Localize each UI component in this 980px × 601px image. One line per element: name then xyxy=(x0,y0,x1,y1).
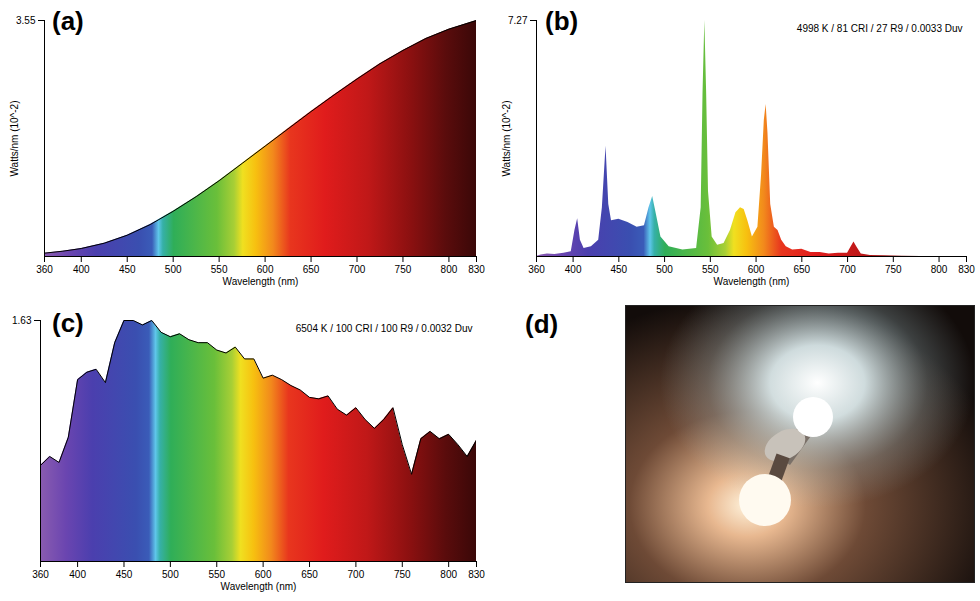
html-text:(b): (b) xyxy=(545,6,579,36)
svg-text:550: 550 xyxy=(208,569,225,580)
svg-text:360: 360 xyxy=(32,569,49,580)
svg-text:550: 550 xyxy=(211,264,228,275)
svg-text:800: 800 xyxy=(441,264,458,275)
svg-text:500: 500 xyxy=(162,569,179,580)
svg-text:6504 K / 100 CRI / 100 R9 / 0.: 6504 K / 100 CRI / 100 R9 / 0.0032 Duv xyxy=(296,323,473,334)
svg-text:Watts/nm (10^-2): Watts/nm (10^-2) xyxy=(501,100,512,176)
svg-text:400: 400 xyxy=(69,569,86,580)
svg-text:500: 500 xyxy=(656,264,673,275)
svg-text:700: 700 xyxy=(349,264,366,275)
html-text:(d): (d) xyxy=(525,309,559,339)
svg-text:830: 830 xyxy=(958,264,975,275)
svg-text:4998 K / 81 CRI / 27 R9 / 0.00: 4998 K / 81 CRI / 27 R9 / 0.0033 Duv xyxy=(797,23,963,34)
svg-text:650: 650 xyxy=(793,264,810,275)
svg-text:600: 600 xyxy=(748,264,765,275)
svg-text:830: 830 xyxy=(468,569,485,580)
svg-text:800: 800 xyxy=(440,569,457,580)
svg-text:750: 750 xyxy=(395,264,412,275)
svg-text:650: 650 xyxy=(303,264,320,275)
svg-text:Wavelength (nm): Wavelength (nm) xyxy=(221,581,297,592)
svg-text:1.63: 1.63 xyxy=(12,315,32,326)
svg-text:700: 700 xyxy=(839,264,856,275)
html-text:(c): (c) xyxy=(52,308,84,338)
svg-text:7.27: 7.27 xyxy=(508,15,528,26)
svg-text:400: 400 xyxy=(73,264,90,275)
svg-text:750: 750 xyxy=(394,569,411,580)
svg-text:400: 400 xyxy=(565,264,582,275)
svg-text:830: 830 xyxy=(468,264,485,275)
svg-text:3.55: 3.55 xyxy=(16,15,36,26)
svg-text:Wavelength (nm): Wavelength (nm) xyxy=(714,276,790,287)
svg-text:750: 750 xyxy=(885,264,902,275)
svg-text:650: 650 xyxy=(301,569,318,580)
svg-text:Watts/nm (10^-2): Watts/nm (10^-2) xyxy=(9,100,20,176)
svg-text:500: 500 xyxy=(165,264,182,275)
svg-text:450: 450 xyxy=(116,569,133,580)
svg-text:Wavelength (nm): Wavelength (nm) xyxy=(223,276,299,287)
svg-text:600: 600 xyxy=(255,569,272,580)
html-text:(a): (a) xyxy=(52,6,84,36)
svg-text:550: 550 xyxy=(702,264,719,275)
svg-text:600: 600 xyxy=(257,264,274,275)
svg-text:450: 450 xyxy=(610,264,627,275)
svg-text:700: 700 xyxy=(348,569,365,580)
svg-text:800: 800 xyxy=(931,264,948,275)
svg-text:360: 360 xyxy=(528,264,545,275)
svg-text:450: 450 xyxy=(119,264,136,275)
svg-text:360: 360 xyxy=(36,264,53,275)
